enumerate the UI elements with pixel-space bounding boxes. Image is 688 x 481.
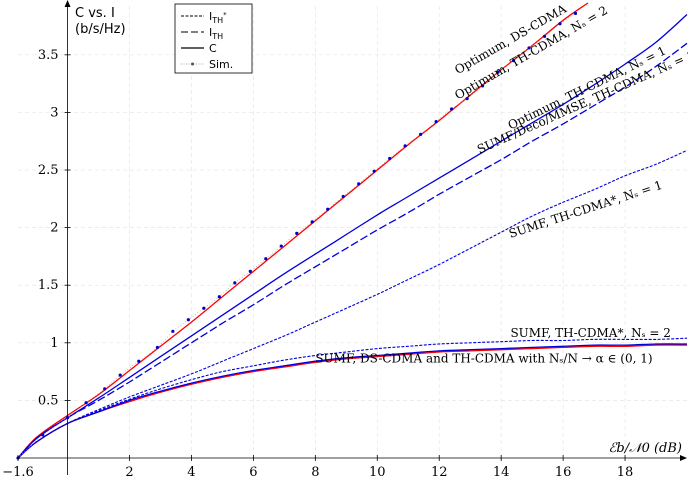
- series-simulation-marker: [341, 194, 345, 199]
- series-simulation-marker: [264, 257, 268, 261]
- tick-labels: −1.6 2 4 6 8 10 12 14 16 18 0.5 1 1.5 2 2.5 3 3.5: [2, 48, 633, 480]
- curve-annotation: SUMF, TH-CDMA*, Nₛ = 1: [507, 178, 664, 241]
- series-line-3: [17, 149, 688, 459]
- x-tick-label: 10: [369, 465, 386, 480]
- y-tick-label: 1.5: [38, 278, 59, 293]
- series-layer: [16, 2, 688, 460]
- legend-swatch-sim-marker: [191, 62, 194, 66]
- series-simulation-marker: [84, 401, 88, 405]
- series-line-2: [17, 42, 688, 459]
- y-tick-label: 3.5: [38, 48, 59, 63]
- y-axis-arrow: [64, 0, 71, 7]
- grid-lines: [18, 3, 687, 458]
- series-simulation-marker: [511, 58, 516, 63]
- x-tick-label: 2: [125, 465, 133, 480]
- axes: [18, 0, 687, 475]
- x-axis-label: ℰb/𝒩0 (dB): [609, 441, 682, 456]
- series-simulation-marker: [434, 120, 438, 124]
- series-simulation-marker: [118, 373, 122, 377]
- series-simulation-marker: [171, 329, 175, 333]
- x-tick-label: 6: [249, 465, 257, 480]
- series-simulation-marker: [496, 70, 500, 74]
- series-line-4: [17, 337, 688, 459]
- x-axis-arrow: [680, 455, 687, 461]
- x-tick-label: 18: [617, 465, 634, 480]
- series-line-5: [17, 344, 688, 459]
- series-simulation-marker: [186, 318, 190, 322]
- series-simulation-marker: [465, 97, 469, 101]
- y-axis-label-line2: (b/s/Hz): [75, 22, 126, 37]
- x-tick-label: 14: [493, 465, 510, 480]
- series-simulation-marker: [155, 345, 159, 350]
- series-simulation-marker: [450, 107, 454, 111]
- series-simulation-marker: [326, 207, 330, 211]
- series-simulation-marker: [279, 244, 283, 248]
- series-simulation-marker: [310, 220, 314, 224]
- x-tick-label: 4: [187, 465, 195, 480]
- series-simulation-marker: [403, 144, 407, 148]
- y-tick-label: 0.5: [38, 393, 59, 408]
- series-simulation-marker: [103, 387, 107, 391]
- series-simulation-marker: [419, 132, 423, 136]
- x-tick-label: 8: [311, 465, 319, 480]
- series-simulation-marker: [202, 306, 206, 310]
- curve-annotation: SUMF, DS-CDMA and TH-CDMA with Nₛ/N → α …: [315, 351, 652, 365]
- series-simulation-marker: [233, 281, 237, 285]
- series-simulation: [16, 11, 578, 460]
- series-simulation-marker: [372, 169, 376, 173]
- legend: ITH* ITH C Sim.: [174, 3, 253, 74]
- legend-label-sim: Sim.: [209, 58, 233, 71]
- series-simulation-marker: [295, 231, 299, 235]
- y-axis-label-line1: C vs. I: [75, 6, 115, 21]
- series-simulation-marker: [480, 84, 485, 88]
- y-tick-label: 2: [50, 221, 58, 236]
- series-simulation-marker: [248, 269, 252, 273]
- y-tick-label: 1: [50, 336, 58, 351]
- series-simulation-marker: [573, 11, 578, 15]
- y-tick-label: 2.5: [38, 163, 59, 178]
- x-tick-label: −1.6: [2, 465, 34, 480]
- series-line-6: [17, 343, 688, 459]
- series-line-1: [17, 14, 688, 459]
- series-simulation-marker: [217, 295, 221, 299]
- series-simulation-marker: [558, 22, 562, 26]
- series-simulation-marker: [542, 34, 547, 39]
- series-simulation-marker: [527, 46, 531, 50]
- legend-label-c: C: [209, 42, 217, 55]
- x-tick-label: 12: [431, 465, 448, 480]
- series-simulation-marker: [137, 359, 141, 363]
- curve-annotation: SUMF, TH-CDMA*, Nₛ = 2: [510, 326, 670, 340]
- series-simulation-marker: [41, 433, 45, 437]
- series-simulation-marker: [357, 182, 361, 186]
- x-tick-label: 16: [555, 465, 572, 480]
- series-simulation-marker: [388, 156, 392, 161]
- y-tick-label: 3: [50, 105, 58, 120]
